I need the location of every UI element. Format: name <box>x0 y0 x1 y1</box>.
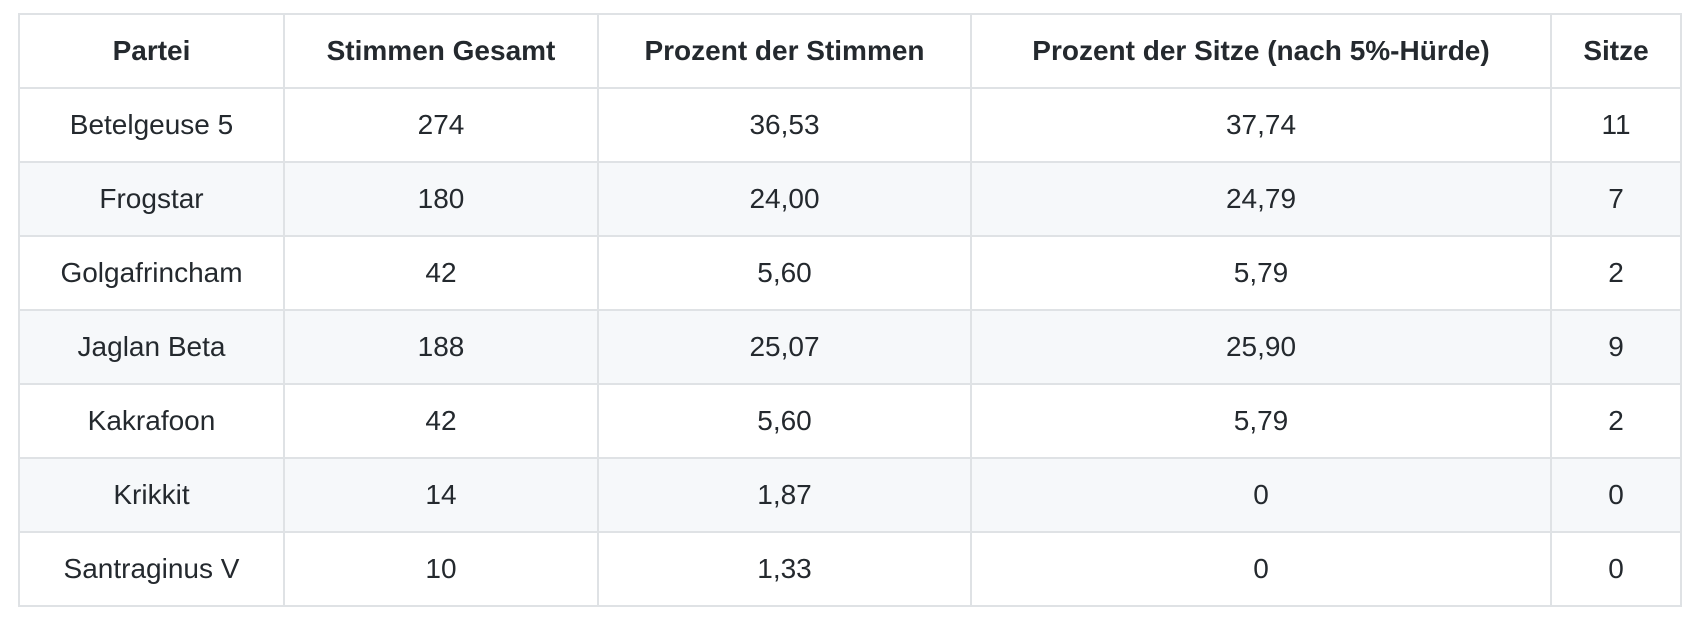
table-cell-prozent-stimmen: 1,33 <box>597 531 972 607</box>
table-cell-prozent-stimmen: 25,07 <box>597 309 972 385</box>
table-cell-prozent-sitze: 5,79 <box>970 235 1552 311</box>
table-cell-sitze: 0 <box>1550 531 1682 607</box>
table-cell-stimmen-gesamt: 188 <box>283 309 599 385</box>
table-cell-prozent-stimmen: 24,00 <box>597 161 972 237</box>
column-header-stimmen-gesamt: Stimmen Gesamt <box>283 13 599 89</box>
table-row: Betelgeuse 5 274 36,53 37,74 11 <box>18 87 1682 163</box>
table-cell-prozent-stimmen: 36,53 <box>597 87 972 163</box>
table-cell-prozent-sitze: 25,90 <box>970 309 1552 385</box>
election-results-table: Partei Stimmen Gesamt Prozent der Stimmen P… <box>18 13 1682 607</box>
table-cell-partei: Jaglan Beta <box>18 309 285 385</box>
table-cell-partei: Kakrafoon <box>18 383 285 459</box>
table-cell-stimmen-gesamt: 42 <box>283 383 599 459</box>
table-row: Jaglan Beta 188 25,07 25,90 9 <box>18 309 1682 385</box>
table-cell-partei: Santraginus V <box>18 531 285 607</box>
table-row: Santraginus V 10 1,33 0 0 <box>18 531 1682 607</box>
column-header-partei: Partei <box>18 13 285 89</box>
table-cell-sitze: 0 <box>1550 457 1682 533</box>
table-cell-prozent-sitze: 5,79 <box>970 383 1552 459</box>
table-cell-sitze: 2 <box>1550 383 1682 459</box>
table-cell-stimmen-gesamt: 180 <box>283 161 599 237</box>
column-header-prozent-sitze: Prozent der Sitze (nach 5%-Hürde) <box>970 13 1552 89</box>
table-cell-partei: Krikkit <box>18 457 285 533</box>
table-cell-stimmen-gesamt: 14 <box>283 457 599 533</box>
table-body: Betelgeuse 5 274 36,53 37,74 11 Frogstar 180 24… <box>18 87 1682 607</box>
table-header: Partei Stimmen Gesamt Prozent der Stimmen P… <box>18 13 1682 89</box>
table-cell-prozent-sitze: 0 <box>970 457 1552 533</box>
table-cell-prozent-sitze: 0 <box>970 531 1552 607</box>
table-cell-sitze: 11 <box>1550 87 1682 163</box>
column-header-prozent-stimmen: Prozent der Stimmen <box>597 13 972 89</box>
table-cell-prozent-stimmen: 1,87 <box>597 457 972 533</box>
header-row: Partei Stimmen Gesamt Prozent der Stimmen P… <box>18 13 1682 89</box>
table-cell-sitze: 9 <box>1550 309 1682 385</box>
table-cell-stimmen-gesamt: 274 <box>283 87 599 163</box>
column-header-sitze: Sitze <box>1550 13 1682 89</box>
table-cell-prozent-stimmen: 5,60 <box>597 383 972 459</box>
table-cell-partei: Frogstar <box>18 161 285 237</box>
table-cell-sitze: 2 <box>1550 235 1682 311</box>
table-cell-prozent-sitze: 24,79 <box>970 161 1552 237</box>
table-cell-partei: Golgafrincham <box>18 235 285 311</box>
table-cell-prozent-sitze: 37,74 <box>970 87 1552 163</box>
table-row: Frogstar 180 24,00 24,79 7 <box>18 161 1682 237</box>
table-row: Golgafrincham 42 5,60 5,79 2 <box>18 235 1682 311</box>
table-cell-prozent-stimmen: 5,60 <box>597 235 972 311</box>
table-cell-sitze: 7 <box>1550 161 1682 237</box>
table-cell-stimmen-gesamt: 10 <box>283 531 599 607</box>
table-row: Kakrafoon 42 5,60 5,79 2 <box>18 383 1682 459</box>
table-cell-stimmen-gesamt: 42 <box>283 235 599 311</box>
table-row: Krikkit 14 1,87 0 0 <box>18 457 1682 533</box>
table-cell-partei: Betelgeuse 5 <box>18 87 285 163</box>
